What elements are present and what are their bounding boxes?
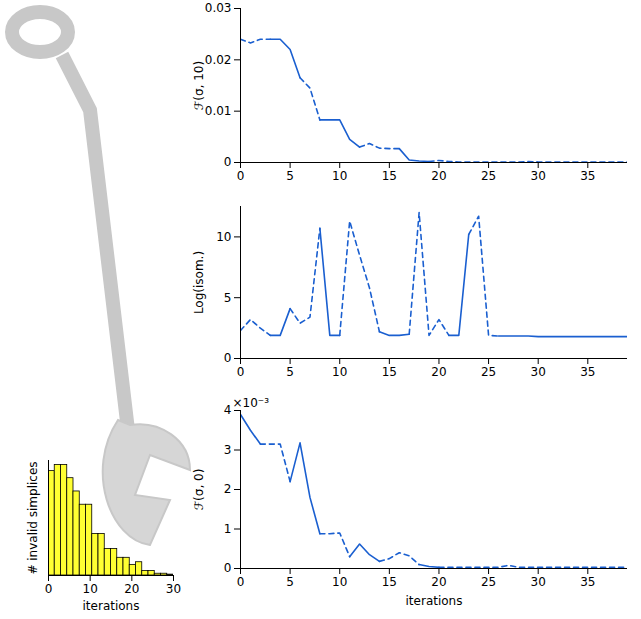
svg-text:iterations: iterations bbox=[83, 599, 140, 613]
svg-text:0.02: 0.02 bbox=[205, 53, 232, 67]
svg-text:25: 25 bbox=[481, 575, 496, 589]
svg-text:35: 35 bbox=[580, 365, 595, 379]
svg-text:20: 20 bbox=[431, 365, 446, 379]
svg-text:5: 5 bbox=[224, 291, 232, 305]
svg-text:30: 30 bbox=[531, 169, 546, 183]
svg-text:0: 0 bbox=[224, 561, 232, 575]
svg-text:25: 25 bbox=[481, 169, 496, 183]
svg-text:10: 10 bbox=[216, 230, 231, 244]
svg-text:10: 10 bbox=[332, 169, 347, 183]
svg-text:1: 1 bbox=[224, 522, 232, 536]
svg-text:0: 0 bbox=[224, 351, 232, 365]
svg-text:20: 20 bbox=[431, 575, 446, 589]
svg-text:0.03: 0.03 bbox=[205, 1, 232, 15]
svg-text:35: 35 bbox=[580, 575, 595, 589]
svg-text:0: 0 bbox=[45, 582, 53, 596]
svg-text:10: 10 bbox=[332, 575, 347, 589]
svg-text:ℱ(σ, 0): ℱ(σ, 0) bbox=[192, 469, 206, 511]
svg-text:0: 0 bbox=[237, 169, 245, 183]
svg-text:10: 10 bbox=[332, 365, 347, 379]
svg-text:4: 4 bbox=[224, 403, 232, 417]
svg-text:3: 3 bbox=[224, 443, 232, 457]
svg-text:30: 30 bbox=[531, 365, 546, 379]
svg-text:# invalid simplices: # invalid simplices bbox=[26, 461, 40, 574]
svg-text:5: 5 bbox=[286, 365, 294, 379]
svg-text:5: 5 bbox=[286, 575, 294, 589]
svg-text:Log(isom.): Log(isom.) bbox=[192, 251, 206, 314]
svg-text:35: 35 bbox=[580, 169, 595, 183]
svg-text:0: 0 bbox=[237, 365, 245, 379]
svg-text:ℱ(σ, 10): ℱ(σ, 10) bbox=[192, 61, 206, 110]
svg-text:iterations: iterations bbox=[406, 594, 463, 608]
svg-text:×10⁻³: ×10⁻³ bbox=[233, 396, 270, 410]
svg-text:10: 10 bbox=[83, 582, 98, 596]
svg-text:2: 2 bbox=[224, 482, 232, 496]
svg-text:20: 20 bbox=[431, 169, 446, 183]
svg-text:0.01: 0.01 bbox=[205, 104, 232, 118]
svg-text:5: 5 bbox=[286, 169, 294, 183]
svg-text:0: 0 bbox=[224, 155, 232, 169]
svg-text:0: 0 bbox=[237, 575, 245, 589]
svg-text:30: 30 bbox=[166, 582, 181, 596]
svg-text:15: 15 bbox=[382, 575, 397, 589]
svg-text:15: 15 bbox=[382, 365, 397, 379]
svg-text:15: 15 bbox=[382, 169, 397, 183]
svg-text:30: 30 bbox=[531, 575, 546, 589]
svg-text:25: 25 bbox=[481, 365, 496, 379]
svg-text:20: 20 bbox=[124, 582, 139, 596]
